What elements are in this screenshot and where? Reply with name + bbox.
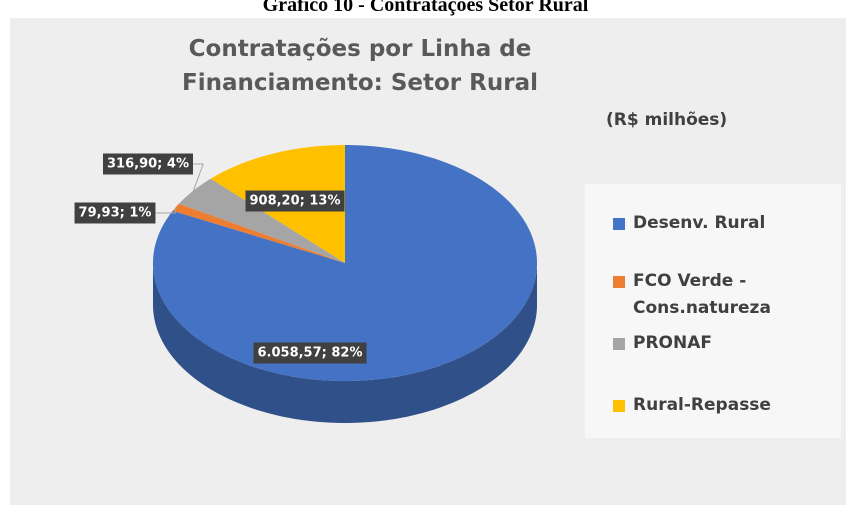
data-label-box <box>74 202 156 224</box>
legend-entry: PRONAF <box>613 330 851 357</box>
legend-entry: Rural-Repasse <box>613 392 851 419</box>
data-label-text: 6.058,57; 82% <box>258 346 363 361</box>
caption: Gráfico 10 - Contratações Setor Rural <box>262 0 589 16</box>
legend-label: FCO Verde - Cons.natureza <box>633 271 771 318</box>
data-label-text: 79,93; 1% <box>79 206 152 221</box>
chart-subtitle: (R$ milhões) <box>606 110 728 130</box>
pie-slice <box>153 145 537 381</box>
legend-entry: Desenv. Rural <box>613 210 851 237</box>
legend-swatch <box>613 400 625 412</box>
pie-slice <box>172 203 345 263</box>
legend: Desenv. Rural FCO Verde - Cons.natureza PR… <box>585 184 841 438</box>
data-label: 908,20; 13% <box>245 190 345 212</box>
data-label: 6.058,57; 82% <box>253 342 367 364</box>
legend-label: PRONAF <box>633 333 712 353</box>
chart-area: Contratações por Linha de Financiamento:… <box>10 18 846 505</box>
legend-entry: FCO Verde - Cons.natureza <box>613 268 783 322</box>
legend-label: Rural-Repasse <box>633 395 771 415</box>
data-label: 316,90; 4% <box>103 153 193 175</box>
data-label-text: 316,90; 4% <box>107 157 189 172</box>
leader-line <box>155 207 177 214</box>
pie-chart: 6.058,57; 82% 79,93; 1% 316,90; 4% 908,20; … <box>74 145 537 423</box>
legend-label: Desenv. Rural <box>633 213 766 233</box>
chart-title: Contratações por Linha de Financiamento:… <box>182 36 538 96</box>
pie-slice <box>178 178 345 263</box>
data-label-box <box>253 342 367 364</box>
data-label-box <box>103 153 193 175</box>
data-label-box <box>245 190 345 212</box>
data-label: 79,93; 1% <box>74 202 156 224</box>
leader-line <box>192 163 204 191</box>
data-label-text: 908,20; 13% <box>249 194 340 209</box>
legend-swatch <box>613 276 625 288</box>
pie-slice-side <box>153 263 537 423</box>
legend-swatch <box>613 218 625 230</box>
legend-swatch <box>613 338 625 350</box>
